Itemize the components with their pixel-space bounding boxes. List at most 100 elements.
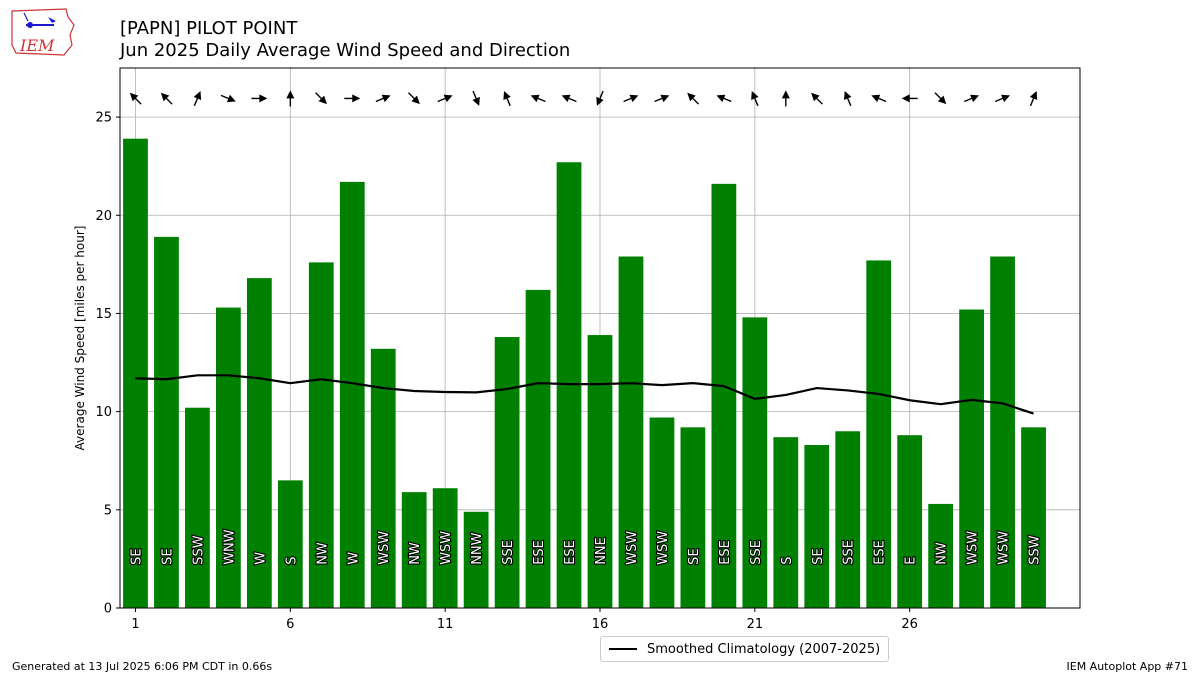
- direction-label: NW: [408, 542, 423, 565]
- wind-speed-bar: [277, 480, 303, 608]
- wind-direction-arrow: [503, 91, 511, 107]
- wind-direction-arrow: [844, 91, 852, 107]
- direction-label: WNW: [222, 529, 237, 565]
- wind-speed-bar: [401, 492, 427, 608]
- direction-label: WSW: [625, 531, 640, 565]
- wind-direction-arrow: [1029, 91, 1038, 107]
- wind-direction-arrow: [344, 94, 361, 103]
- direction-label: S: [780, 557, 795, 565]
- wind-speed-bar: [618, 256, 644, 608]
- wind-direction-arrow: [963, 94, 980, 103]
- wind-speed-bar: [525, 289, 551, 608]
- wind-direction-arrow: [251, 94, 268, 103]
- wind-direction-arrow: [437, 94, 453, 103]
- wind-speed-bar: [308, 262, 334, 608]
- direction-label: SE: [129, 548, 144, 564]
- y-tick-label: 25: [95, 111, 112, 126]
- wind-speed-bar: [990, 256, 1015, 608]
- generated-timestamp: Generated at 13 Jul 2025 6:06 PM CDT in …: [12, 660, 273, 673]
- legend-line-swatch: [609, 648, 637, 650]
- wind-direction-arrow: [934, 92, 947, 105]
- direction-label: SSW: [191, 535, 206, 565]
- wind-speed-bar: [804, 445, 830, 608]
- app-credit: IEM Autoplot App #71: [1066, 660, 1189, 673]
- bar-series: [123, 138, 1046, 608]
- chart-title: [PAPN] PILOT POINT: [120, 18, 298, 39]
- y-tick-label: 15: [95, 307, 112, 322]
- direction-label: ESE: [532, 540, 547, 565]
- wind-speed-bar: [432, 488, 458, 608]
- direction-label: NNE: [594, 537, 609, 565]
- x-tick-label: 16: [592, 617, 609, 632]
- direction-label: WSW: [439, 531, 454, 565]
- wind-direction-arrow: [811, 92, 823, 105]
- direction-label: WSW: [656, 531, 671, 565]
- direction-label: WSW: [377, 531, 392, 565]
- wind-speed-bar: [866, 260, 892, 608]
- x-tick-label: 1: [131, 617, 139, 632]
- wind-speed-bar: [742, 317, 768, 608]
- climatology-line: [135, 374, 1034, 415]
- direction-label: SSE: [842, 540, 857, 565]
- wind-direction-arrow: [315, 92, 327, 105]
- wind-speed-bar: [494, 337, 520, 608]
- direction-label: WSW: [997, 531, 1012, 565]
- wind-speed-bar: [246, 278, 272, 608]
- direction-label: ESE: [873, 540, 888, 565]
- wind-speed-bar: [587, 335, 613, 608]
- wind-direction-arrow: [220, 94, 236, 103]
- wind-direction-arrow: [375, 94, 391, 103]
- direction-label: SSE: [501, 540, 516, 565]
- wind-speed-bar: [123, 138, 148, 608]
- chart-subtitle: Jun 2025 Daily Average Wind Speed and Di…: [120, 40, 571, 61]
- wind-speed-bar: [897, 435, 923, 608]
- wind-direction-arrow: [623, 94, 639, 103]
- wind-speed-bar: [1021, 427, 1046, 608]
- x-tick-label: 6: [286, 617, 294, 632]
- climatology-series: [135, 374, 1034, 415]
- wind-direction-arrow: [286, 90, 295, 107]
- wind-speed-bar: [928, 503, 954, 608]
- direction-label: WSW: [966, 531, 981, 565]
- wind-direction-arrow: [193, 91, 202, 107]
- wind-direction-arrow: [716, 94, 732, 103]
- iem-logo: IEM: [8, 5, 80, 59]
- y-tick-label: 0: [104, 602, 112, 617]
- direction-label: SE: [160, 548, 175, 564]
- direction-labels: SE SE SSW WNW W S NW W WSW NW WSW NNW SSE ESE ESE NNE WS…: [128, 528, 1043, 566]
- wind-direction-arrow: [408, 92, 420, 105]
- legend-label: Smoothed Climatology (2007-2025): [647, 641, 881, 657]
- wind-speed-bar: [463, 511, 489, 608]
- wind-direction-arrow: [596, 90, 604, 106]
- y-tick-label: 5: [104, 503, 112, 518]
- y-tick-label: 10: [95, 405, 112, 420]
- direction-label: E: [904, 557, 919, 565]
- wind-speed-bar: [680, 427, 706, 608]
- logo-text: IEM: [19, 36, 55, 55]
- wind-direction-arrow: [160, 92, 173, 105]
- x-tick-label: 26: [901, 617, 918, 632]
- wind-speed-bar: [773, 437, 799, 608]
- x-tick-label: 21: [747, 617, 764, 632]
- wind-direction-arrow: [472, 90, 480, 106]
- wind-direction-arrow: [781, 90, 790, 107]
- wind-direction-arrow: [994, 94, 1010, 103]
- legend: Smoothed Climatology (2007-2025): [600, 636, 890, 662]
- y-axis-label: Average Wind Speed [miles per hour]: [73, 226, 87, 451]
- y-tick-label: 20: [95, 209, 112, 224]
- direction-label: W: [253, 552, 268, 565]
- x-tick-label: 11: [437, 617, 454, 632]
- wind-speed-bar: [649, 417, 675, 608]
- direction-label: NW: [315, 542, 330, 565]
- wind-direction-arrow: [871, 94, 887, 103]
- wind-speed-bar: [835, 431, 861, 608]
- wind-direction-arrow: [687, 92, 700, 105]
- wind-speed-bar: [154, 236, 179, 608]
- iowa-state-outline-icon: IEM: [11, 8, 75, 56]
- direction-label: ESE: [563, 540, 578, 565]
- direction-label: SSE: [749, 540, 764, 565]
- direction-label: SSW: [1028, 535, 1043, 565]
- direction-label: W: [346, 552, 361, 565]
